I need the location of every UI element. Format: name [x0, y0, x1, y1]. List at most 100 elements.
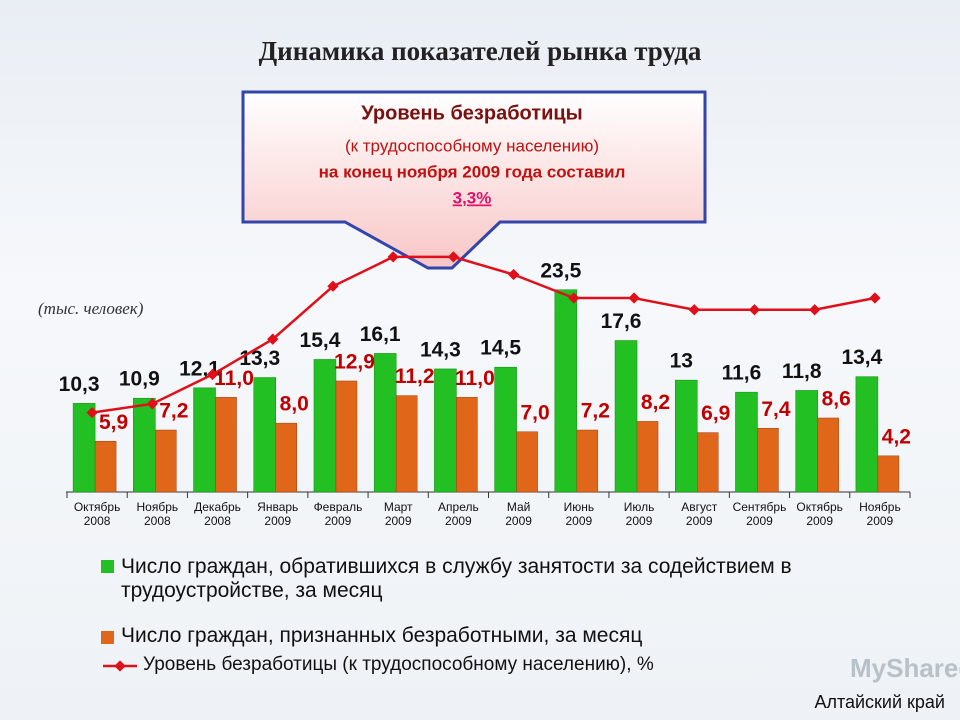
bar	[193, 387, 216, 493]
line-point	[628, 292, 640, 304]
units-label: (тыс. человек)	[38, 299, 144, 318]
callout-box	[241, 90, 707, 270]
x-tick-label: Октябрь	[796, 500, 843, 514]
bar	[614, 340, 638, 493]
x-tick-label: Март	[384, 500, 413, 514]
x-tick-label: 2009	[325, 514, 352, 528]
line	[91, 255, 876, 414]
data-label: 17,6	[601, 310, 642, 333]
line-point	[748, 304, 761, 316]
bar	[275, 422, 297, 493]
data-label: 14,3	[420, 338, 461, 361]
line-point	[206, 368, 219, 381]
data-label: 10,9	[119, 368, 160, 391]
x-tick-label: Август	[681, 500, 718, 514]
line-point	[507, 268, 520, 281]
data-label: 13,4	[841, 346, 882, 369]
x-tick-label: 2009	[565, 514, 592, 528]
data-label: 7,0	[521, 401, 550, 424]
x-tick-label: Апрель	[438, 500, 479, 514]
data-label: 8,2	[641, 391, 670, 414]
bar	[636, 421, 659, 493]
data-label: 11,2	[395, 365, 435, 388]
data-label: 8,0	[280, 393, 309, 416]
x-tick-label: Сентябрь	[733, 500, 787, 514]
legend-swatch	[101, 560, 114, 573]
bar	[215, 397, 237, 493]
data-label: 8,6	[822, 388, 851, 411]
x-tick-label: 2009	[686, 514, 713, 528]
x-tick-label: Январь	[257, 500, 298, 514]
bar	[795, 390, 818, 493]
x-tick-label: 2008	[144, 514, 171, 528]
chart-title: Динамика показателей рынка труда	[259, 36, 702, 66]
legend-label: Число граждан, обратившихся в службу зан…	[121, 555, 792, 602]
line-point	[387, 251, 399, 263]
data-label: 4,2	[882, 425, 911, 448]
data-label: 5,9	[99, 411, 128, 434]
bar	[877, 455, 900, 493]
x-tick-label: Июнь	[564, 500, 595, 514]
bar	[373, 353, 397, 493]
data-label: 23,5	[540, 259, 581, 282]
x-tick-label: 2009	[626, 514, 653, 528]
callout-highlight: 3,3%	[453, 188, 492, 207]
x-tick-label: Февраль	[314, 500, 363, 514]
legend-marker	[114, 660, 126, 672]
bar	[335, 380, 358, 493]
bar	[516, 431, 538, 493]
bar	[494, 366, 517, 493]
bar	[576, 429, 599, 493]
bar	[554, 289, 578, 493]
callout-line: (к трудоспособному населению)	[345, 136, 599, 155]
data-label: 14,5	[480, 337, 521, 360]
data-label: 11,0	[214, 367, 254, 390]
x-tick-label: 2009	[505, 514, 532, 528]
bar	[757, 428, 779, 493]
legend-label: Уровень безработицы (к трудоспособному н…	[143, 654, 654, 675]
bar	[395, 395, 418, 493]
data-label: 10,3	[59, 373, 100, 396]
watermark: MyShared	[850, 653, 960, 683]
data-label: 6,9	[701, 402, 730, 425]
line-point	[447, 251, 460, 263]
data-label: 12,9	[334, 351, 375, 374]
x-tick-label: Май	[507, 500, 531, 514]
bar	[155, 429, 177, 493]
data-label: 7,2	[581, 400, 610, 423]
data-label: 13	[670, 350, 693, 373]
bar	[855, 376, 879, 493]
line-point	[267, 333, 279, 345]
data-label: 11,8	[782, 360, 822, 383]
bar	[817, 417, 839, 493]
bar	[675, 379, 698, 493]
line-point	[688, 304, 700, 316]
callout-title: Уровень безработицы	[361, 102, 583, 124]
line-point	[327, 280, 339, 292]
bar	[133, 397, 156, 493]
x-tick-label: 2009	[445, 514, 472, 528]
x-tick-label: Декабрь	[194, 500, 241, 514]
x-tick-label: 2009	[867, 514, 894, 528]
data-label: 7,4	[761, 398, 791, 421]
legend-swatch	[101, 631, 114, 644]
bar	[735, 391, 758, 493]
line-point	[869, 292, 881, 304]
bar	[313, 359, 337, 493]
data-label: 11,0	[455, 367, 495, 390]
region-label: Алтайский край	[814, 692, 945, 712]
bar	[94, 440, 117, 493]
callout-line: на конец ноября 2009 года составил	[319, 162, 626, 181]
x-tick-label: Октябрь	[74, 500, 121, 514]
x-tick-label: 2008	[204, 514, 231, 528]
line-point	[809, 304, 821, 316]
x-tick-label: 2009	[746, 514, 773, 528]
data-label: 11,6	[722, 362, 762, 385]
bar	[434, 368, 457, 493]
bar	[253, 377, 276, 493]
x-tick-label: 2009	[264, 514, 291, 528]
legend-label: Число граждан, признанных безработными, …	[121, 624, 643, 647]
data-label: 15,4	[300, 329, 341, 352]
